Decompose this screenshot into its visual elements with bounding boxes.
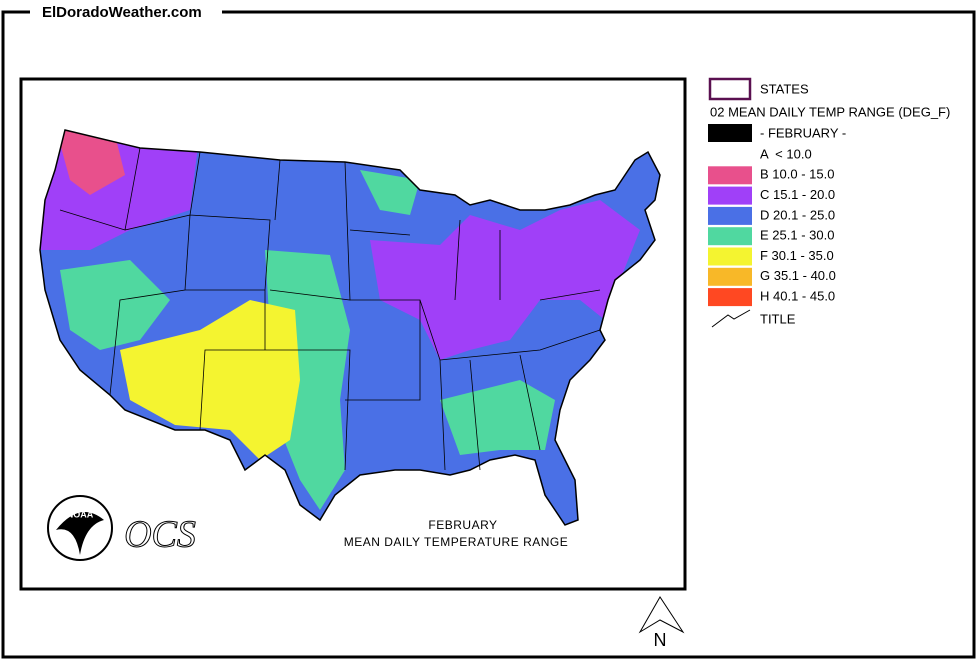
legend-period: - FEBRUARY -: [760, 125, 846, 140]
region-e-north: [360, 170, 420, 215]
site-title: ElDoradoWeather.com: [42, 4, 202, 21]
legend-class: D 20.1 - 25.0: [760, 207, 835, 222]
legend-swatch: [708, 288, 752, 307]
legend-swatch: [708, 267, 752, 286]
region-b-northwest: [55, 130, 125, 195]
legend-title: TITLE: [760, 311, 796, 326]
period-swatch: [708, 124, 752, 142]
legend-class: F 30.1 - 35.0: [760, 248, 834, 263]
region-c-east: [370, 200, 640, 360]
region-e-west: [60, 260, 170, 350]
legend-class: E 25.1 - 30.0: [760, 228, 834, 243]
legend-swatch: [708, 206, 752, 225]
legend-class: H 40.1 - 45.0: [760, 289, 835, 304]
noaa-logo-text: NOAA: [67, 509, 94, 519]
legend-class: B 10.0 - 15.0: [760, 167, 834, 182]
outer-frame: [1, 10, 976, 659]
legend-swatch: [708, 247, 752, 266]
region-f-southwest: [120, 300, 300, 460]
legend-subtitle: 02 MEAN DAILY TEMP RANGE (DEG_F): [710, 104, 950, 119]
north-label: N: [654, 630, 667, 650]
north-arrow: [638, 596, 685, 634]
state-lines: [59, 147, 601, 471]
region-e-southeast: [440, 380, 555, 455]
legend-class: C 15.1 - 20.0: [760, 187, 835, 202]
legend-states: STATES: [760, 81, 809, 96]
map-caption: MEAN DAILY TEMPERATURE RANGE: [344, 535, 569, 549]
legend-classes: A < 10.0 B 10.0 - 15.0 C 15.1 - 20.0 D 20.1…: [708, 146, 836, 307]
legend-class: A < 10.0: [760, 146, 812, 161]
legend-swatch: [708, 166, 752, 185]
map-caption: FEBRUARY: [428, 518, 497, 532]
us-map: [40, 130, 660, 525]
states-swatch: [708, 77, 752, 101]
agency-mark: OCS: [124, 514, 196, 556]
noaa-bird: [56, 512, 104, 555]
legend-class: G 35.1 - 40.0: [760, 268, 836, 283]
title-swatch: [711, 309, 751, 328]
legend-swatch: [708, 227, 752, 246]
header-background: [30, 3, 222, 23]
legend-swatch: [708, 186, 752, 205]
